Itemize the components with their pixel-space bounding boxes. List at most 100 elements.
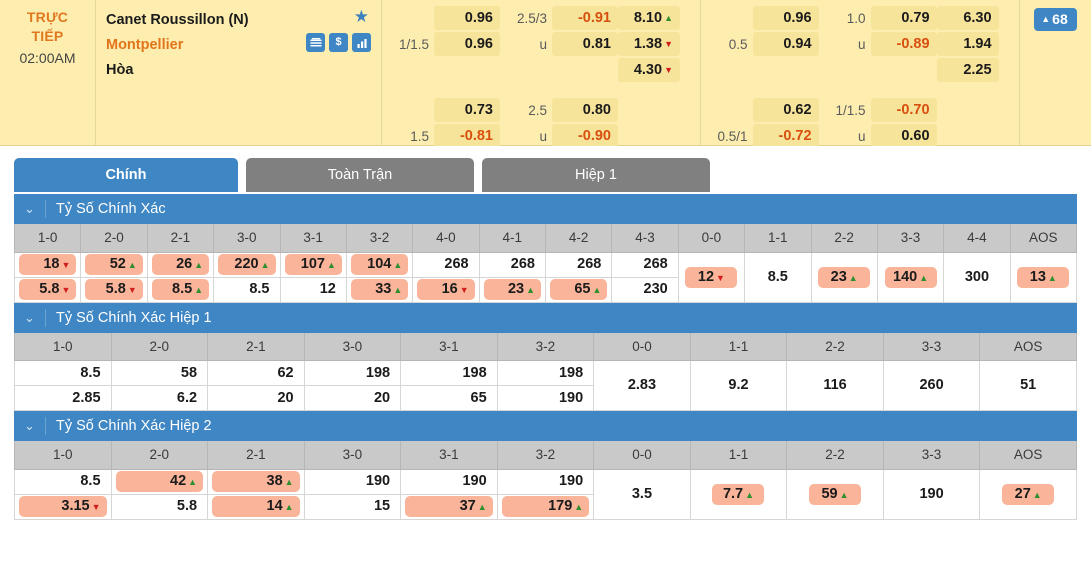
odds-cell[interactable]: 5.8 bbox=[110, 493, 209, 520]
section-header[interactable]: ⌄ Tỷ Số Chính Xác Hiệp 1 bbox=[0, 302, 1091, 333]
lineup-icon[interactable] bbox=[306, 33, 325, 52]
odds-cell-value: 20 bbox=[373, 389, 391, 406]
odds-cell[interactable]: 18 ▼ bbox=[13, 251, 82, 278]
odds-value[interactable]: -0.81 bbox=[434, 124, 500, 148]
odds-cell[interactable]: 5.8 ▼ bbox=[13, 276, 82, 303]
odds-cell[interactable]: 190 bbox=[496, 385, 595, 411]
odds-cell[interactable]: 190 bbox=[496, 468, 595, 495]
odds-value[interactable]: 0.96 bbox=[752, 6, 819, 30]
odds-value[interactable]: -0.91 bbox=[552, 6, 618, 30]
odds-cell[interactable]: 198 bbox=[400, 360, 498, 386]
arrow-down-icon: ▼ bbox=[716, 272, 725, 283]
odds-cell[interactable]: 65 bbox=[400, 385, 498, 411]
odds-cell[interactable]: 58 bbox=[110, 360, 209, 386]
chevron-down-icon[interactable]: ⌄ bbox=[14, 308, 46, 327]
odds-cell-merged[interactable]: 59 ▲ bbox=[786, 468, 884, 520]
odds-cell-merged[interactable]: 27 ▲ bbox=[979, 468, 1077, 520]
odds-value[interactable]: 1.38 ▼ bbox=[618, 32, 680, 56]
odds-value[interactable]: -0.90 bbox=[552, 124, 618, 148]
star-icon[interactable]: ★ bbox=[353, 7, 369, 26]
odds-cell-merged[interactable]: 7.7 ▲ bbox=[689, 468, 788, 520]
odds-cell[interactable]: 198 bbox=[303, 360, 402, 386]
section-header[interactable]: ⌄ Tỷ Số Chính Xác bbox=[0, 194, 1091, 224]
odds-value[interactable]: 0.73 bbox=[434, 98, 500, 122]
odds-cell[interactable]: 268 bbox=[544, 251, 613, 278]
odds-value[interactable]: -0.72 bbox=[752, 124, 819, 148]
odds-cell[interactable]: 23 ▲ bbox=[478, 276, 547, 303]
odds-cell[interactable]: 6.2 bbox=[110, 385, 209, 411]
odds-cell-merged[interactable]: 116 bbox=[786, 360, 884, 411]
odds-value[interactable]: 0.94 bbox=[752, 32, 819, 56]
odds-cell[interactable]: 268 bbox=[412, 251, 480, 278]
odds-value[interactable]: 0.81 bbox=[552, 32, 618, 56]
odds-value[interactable]: 0.62 bbox=[752, 98, 819, 122]
odds-cell[interactable]: 190 bbox=[400, 468, 498, 495]
chevron-down-icon[interactable]: ⌄ bbox=[14, 417, 46, 435]
odds-cell[interactable]: 268 bbox=[478, 251, 547, 278]
odds-cell[interactable]: 20 bbox=[303, 385, 402, 411]
odds-cell-merged[interactable]: 300 bbox=[943, 251, 1011, 303]
odds-value[interactable]: 0.60 bbox=[870, 124, 937, 148]
odds-cell-merged[interactable]: 260 bbox=[882, 360, 981, 411]
odds-cell-merged[interactable]: 23 ▲ bbox=[810, 251, 878, 303]
odds-cell-merged[interactable]: 190 bbox=[882, 468, 981, 520]
odds-value[interactable]: 4.30 ▼ bbox=[618, 58, 680, 82]
odds-cell[interactable]: 2.85 bbox=[14, 385, 112, 411]
odds-cell[interactable]: 8.5 bbox=[213, 276, 281, 303]
dollar-icon[interactable]: $ bbox=[329, 33, 348, 52]
live-count-badge[interactable]: ▲ 68 bbox=[1034, 8, 1077, 31]
odds-cell-merged[interactable]: 3.5 bbox=[593, 468, 691, 520]
odds-value[interactable]: 2.25 bbox=[936, 58, 999, 82]
odds-value[interactable]: 0.79 bbox=[870, 6, 937, 30]
odds-value[interactable]: 6.30 bbox=[936, 6, 999, 30]
odds-value[interactable]: 0.80 bbox=[552, 98, 618, 122]
stats-icon[interactable] bbox=[352, 33, 371, 52]
odds-cell[interactable]: 3.15 ▼ bbox=[14, 493, 112, 520]
odds-cell[interactable]: 12 bbox=[279, 276, 347, 303]
tab-toan-tran[interactable]: Toàn Trận bbox=[246, 158, 474, 192]
odds-cell[interactable]: 8.5 bbox=[14, 360, 112, 386]
odds-cell-merged[interactable]: 12 ▼ bbox=[677, 251, 746, 303]
odds-cell[interactable]: 65 ▲ bbox=[544, 276, 613, 303]
odds-cell-merged[interactable]: 8.5 bbox=[744, 251, 812, 303]
match-status-column: TRỰC TIẾP 02:00AM bbox=[0, 0, 96, 145]
odds-cell-merged[interactable]: 9.2 bbox=[689, 360, 788, 411]
odds-cell[interactable]: 220 ▲ bbox=[213, 251, 281, 278]
odds-cell[interactable]: 230 bbox=[611, 276, 679, 303]
odds-cell[interactable]: 198 bbox=[496, 360, 595, 386]
tab-hiep-1[interactable]: Hiệp 1 bbox=[482, 158, 710, 192]
odds-cell[interactable]: 104 ▲ bbox=[345, 251, 414, 278]
odds-cell[interactable]: 107 ▲ bbox=[279, 251, 347, 278]
odds-value[interactable]: -0.89 bbox=[870, 32, 937, 56]
odds-cell[interactable]: 62 bbox=[207, 360, 305, 386]
odds-cell[interactable]: 26 ▲ bbox=[146, 251, 215, 278]
odds-cell[interactable]: 37 ▲ bbox=[400, 493, 498, 520]
odds-value[interactable]: -0.70 bbox=[870, 98, 937, 122]
odds-cell[interactable]: 15 bbox=[303, 493, 402, 520]
odds-cell-merged[interactable]: 2.83 bbox=[593, 360, 691, 411]
section-header[interactable]: ⌄ Tỷ Số Chính Xác Hiệp 2 bbox=[0, 411, 1091, 441]
odds-cell[interactable]: 20 bbox=[207, 385, 305, 411]
tab-chinh[interactable]: Chính bbox=[14, 158, 238, 192]
odds-cell[interactable]: 179 ▲ bbox=[496, 493, 595, 520]
odds-value[interactable]: 1.94 bbox=[936, 32, 999, 56]
odds-cell[interactable]: 33 ▲ bbox=[345, 276, 414, 303]
odds-cell-merged[interactable]: 51 bbox=[979, 360, 1077, 411]
odds-cell[interactable]: 5.8 ▼ bbox=[80, 276, 148, 303]
odds-cell[interactable]: 16 ▼ bbox=[412, 276, 480, 303]
odds-cell[interactable]: 190 bbox=[303, 468, 402, 495]
odds-cell[interactable]: 52 ▲ bbox=[80, 251, 148, 278]
odds-cell[interactable]: 38 ▲ bbox=[207, 468, 305, 495]
odds-cell-merged[interactable]: 13 ▲ bbox=[1009, 251, 1078, 303]
odds-cell-merged[interactable]: 140 ▲ bbox=[876, 251, 945, 303]
odds-cell[interactable]: 268 bbox=[611, 251, 679, 278]
odds-value[interactable]: 8.10 ▲ bbox=[618, 6, 680, 30]
odds-cell[interactable]: 8.5 ▲ bbox=[146, 276, 215, 303]
chevron-down-icon[interactable]: ⌄ bbox=[14, 200, 46, 218]
odds-cell[interactable]: 14 ▲ bbox=[207, 493, 305, 520]
odds-value[interactable]: 0.96 bbox=[434, 32, 500, 56]
column-header: 1-1 bbox=[744, 224, 812, 253]
odds-value[interactable]: 0.96 bbox=[434, 6, 500, 30]
odds-cell[interactable]: 42 ▲ bbox=[110, 468, 209, 495]
odds-cell[interactable]: 8.5 bbox=[14, 468, 112, 495]
